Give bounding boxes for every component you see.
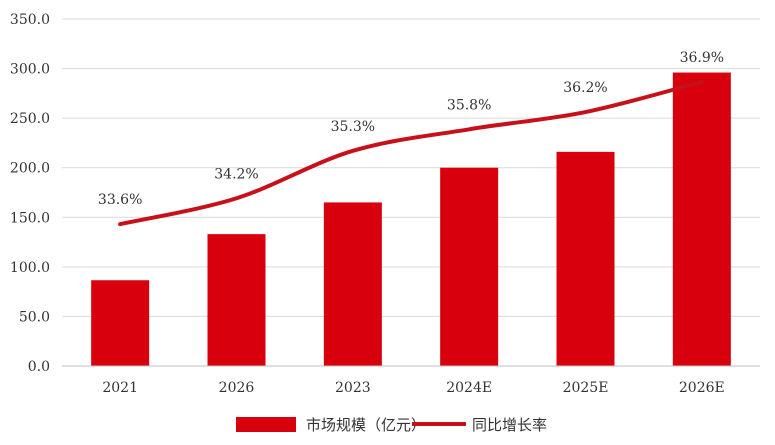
bar (323, 202, 382, 366)
y-tick-label: 100.0 (10, 260, 50, 276)
y-tick-label: 350.0 (10, 12, 50, 28)
y-tick-label: 250.0 (10, 111, 50, 127)
bar (672, 72, 731, 366)
x-tick-label: 2021 (102, 380, 138, 396)
legend-line-label: 同比增长率 (472, 416, 547, 434)
line-data-label: 35.3% (331, 119, 375, 135)
y-tick-label: 50.0 (19, 309, 50, 325)
line-data-label: 34.2% (214, 166, 258, 182)
line-data-label: 33.6% (98, 192, 142, 208)
growth-rate-line (118, 79, 704, 227)
bar-series (91, 72, 731, 366)
bar (91, 280, 150, 366)
legend: 市场规模（亿元） 同比增长率 (236, 416, 547, 434)
line-data-label: 36.9% (680, 50, 724, 66)
gridlines (62, 18, 760, 317)
legend-bar-label: 市场规模（亿元） (306, 416, 426, 434)
x-tick-label: 2024E (446, 380, 492, 396)
x-axis: 2021 2026 2023 2024E 2025E 2026E (62, 365, 760, 396)
bar (440, 167, 499, 366)
line-series (118, 79, 704, 227)
line-data-label: 35.8% (447, 97, 491, 113)
y-axis: 0.0 50.0 100.0 150.0 200.0 250.0 300.0 350.0 (10, 12, 50, 375)
y-tick-label: 200.0 (10, 161, 50, 177)
y-tick-label: 150.0 (10, 210, 50, 226)
legend-bar-swatch (236, 417, 296, 432)
x-tick-label: 2026 (219, 380, 255, 396)
line-data-label: 36.2% (563, 80, 607, 96)
data-labels: 33.6% 34.2% 35.3% 35.8% 36.2% 36.9% (98, 50, 724, 208)
bar (207, 234, 266, 366)
x-tick-label: 2026E (679, 380, 725, 396)
x-tick-label: 2025E (563, 380, 609, 396)
y-tick-label: 0.0 (28, 359, 50, 375)
y-tick-label: 300.0 (10, 62, 50, 78)
x-tick-label: 2023 (335, 380, 371, 396)
bar (556, 151, 615, 366)
